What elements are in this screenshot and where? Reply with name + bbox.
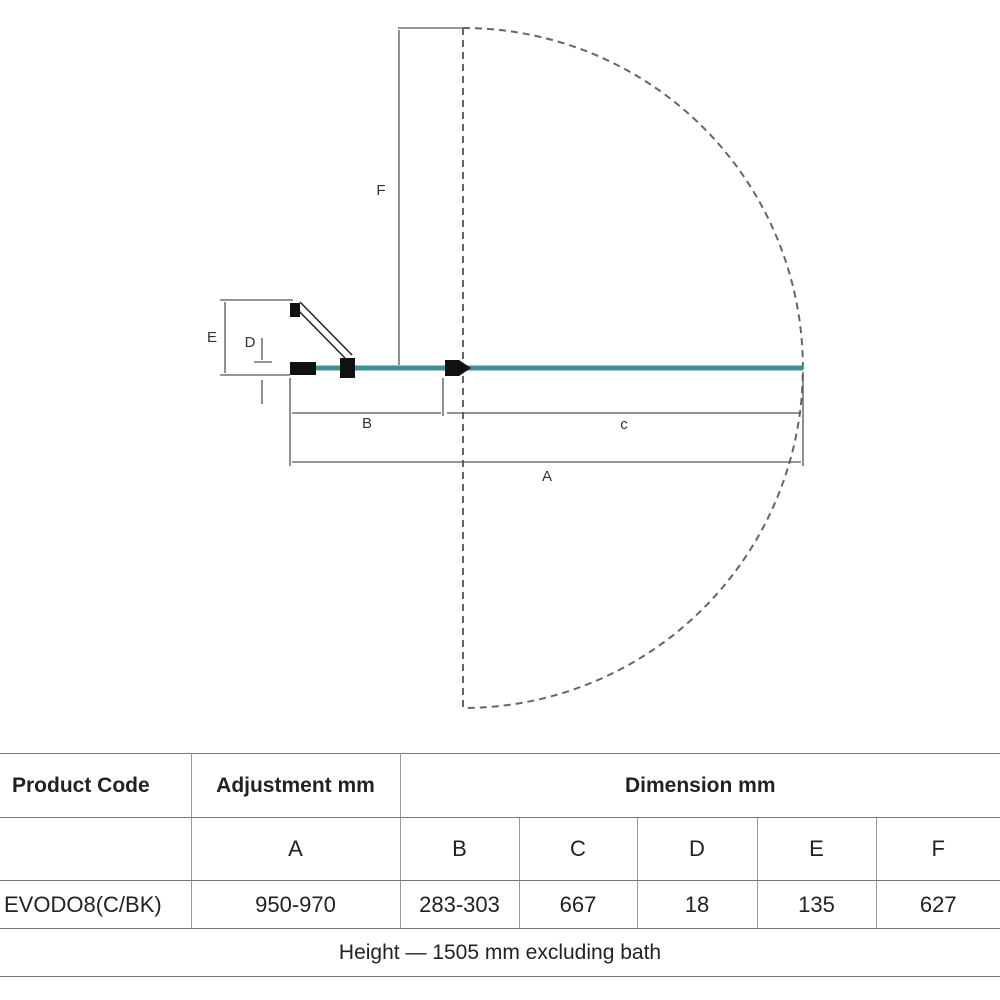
- header-cell: Product Code: [0, 753, 192, 818]
- data-cell: 667: [518, 880, 638, 929]
- data-cell: 18: [636, 880, 758, 929]
- label-e: E: [207, 329, 217, 346]
- header-cell: Dimension mm: [399, 753, 1000, 818]
- header-row: Product Code Adjustment mm Dimension mm: [0, 753, 1000, 818]
- footer-row: Height — 1505 mm excluding bath: [0, 928, 1000, 977]
- subheader-cell: D: [636, 817, 758, 881]
- footer-cell: Height — 1505 mm excluding bath: [0, 928, 1000, 977]
- shower-diagram: F E D B c A: [207, 27, 804, 709]
- empty-cell: [0, 817, 192, 881]
- label-c: c: [620, 416, 628, 433]
- data-row: EVODO8(C/BK) 950-970 283-303 667 18 135 …: [0, 880, 1000, 929]
- subheader-cell: F: [875, 817, 1000, 881]
- subheader-cell: B: [399, 817, 520, 881]
- subheader-cell: C: [518, 817, 638, 881]
- subheader-row: A B C D E F: [0, 817, 1000, 881]
- label-a: A: [542, 468, 552, 485]
- hinged-panel: [292, 301, 353, 359]
- dimension-table: Product Code Adjustment mm Dimension mm …: [0, 753, 1000, 977]
- subheader-cell: A: [190, 817, 401, 881]
- dimension-lines: [220, 27, 804, 466]
- header-cell: Adjustment mm: [190, 753, 401, 818]
- label-f: F: [376, 182, 385, 199]
- data-cell: 135: [756, 880, 877, 929]
- data-cell: 950-970: [190, 880, 401, 929]
- subheader-cell: E: [756, 817, 877, 881]
- fittings: [290, 303, 471, 378]
- label-b: B: [362, 415, 372, 432]
- data-cell: EVODO8(C/BK): [0, 880, 192, 929]
- label-d: D: [245, 334, 256, 351]
- data-cell: 627: [875, 880, 1000, 929]
- data-cell: 283-303: [399, 880, 520, 929]
